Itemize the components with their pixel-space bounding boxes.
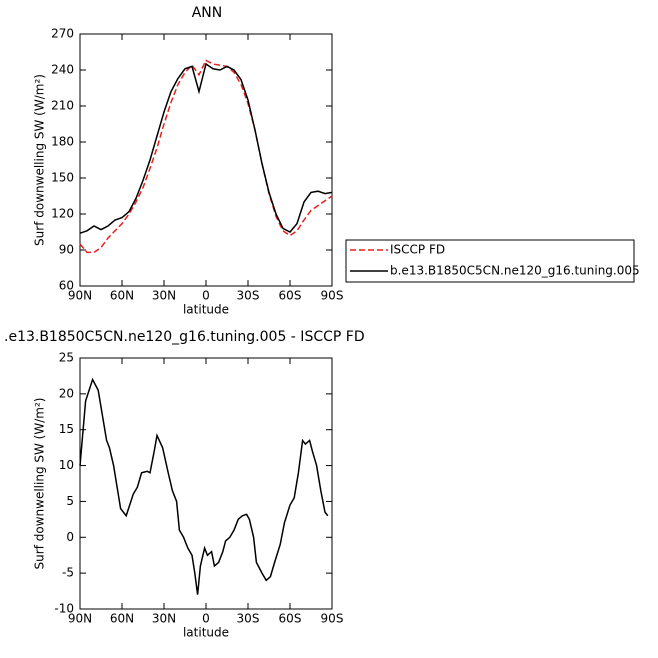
data-line [79, 62, 333, 234]
chart-title: ANN [192, 5, 223, 21]
y-tick-label: 180 [51, 135, 74, 149]
y-tick-label: -10 [54, 602, 74, 616]
y-tick-label: 5 [66, 494, 74, 508]
x-tick-label: 60S [279, 289, 302, 303]
y-tick-label: 210 [51, 99, 74, 113]
x-tick-label: 30S [237, 289, 260, 303]
legend-box [345, 239, 635, 283]
x-axis-label: latitude [183, 626, 229, 640]
x-tick-label: 0 [202, 289, 210, 303]
x-tick-label: 90S [321, 289, 344, 303]
x-tick-label: 90N [68, 289, 92, 303]
x-tick-label: 30N [152, 289, 176, 303]
x-tick-label: 0 [202, 612, 210, 626]
y-tick-label: 25 [59, 351, 74, 365]
y-axis-label: Surf downwelling SW (W/m²) [33, 74, 47, 246]
plot-frame [79, 33, 333, 287]
y-tick-label: 90 [59, 243, 74, 257]
y-tick-label: 240 [51, 63, 74, 77]
y-tick-label: 20 [59, 386, 74, 400]
legend-label: b.e13.B1850C5CN.ne120_g16.tuning.005 [390, 264, 640, 278]
x-tick-label: 30N [152, 612, 176, 626]
data-line [79, 377, 329, 595]
x-tick-label: 60N [110, 289, 134, 303]
chart-title: .e13.B1850C5CN.ne120_g16.tuning.005 - IS… [4, 329, 365, 345]
y-tick-label: 120 [51, 207, 74, 221]
x-tick-label: 60N [110, 612, 134, 626]
x-tick-label: 30S [237, 612, 260, 626]
y-tick-label: 150 [51, 171, 74, 185]
y-tick-label: 60 [59, 279, 74, 293]
data-line [79, 59, 333, 254]
plot-frame [79, 357, 333, 610]
y-tick-label: -5 [62, 566, 74, 580]
x-tick-label: 90S [321, 612, 344, 626]
y-tick-label: 15 [59, 422, 74, 436]
y-tick-label: 270 [51, 27, 74, 41]
y-tick-label: 10 [59, 458, 74, 472]
y-tick-label: 0 [66, 530, 74, 544]
legend-label: ISCCP FD [390, 243, 445, 257]
x-tick-label: 90N [68, 612, 92, 626]
x-tick-label: 60S [279, 612, 302, 626]
y-axis-label: Surf downwelling SW (W/m²) [33, 398, 47, 570]
x-axis-label: latitude [183, 303, 229, 317]
